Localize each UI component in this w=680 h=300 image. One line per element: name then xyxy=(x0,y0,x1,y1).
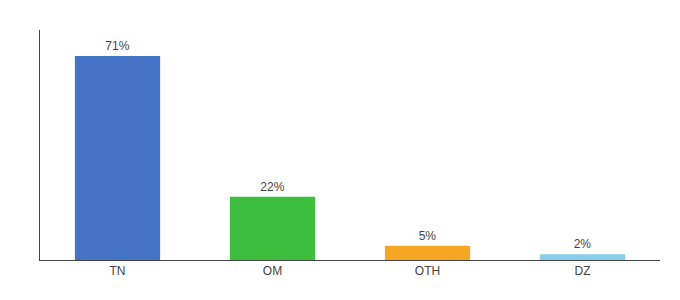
svg-text:2%: 2% xyxy=(574,237,592,251)
svg-text:71%: 71% xyxy=(105,39,129,53)
svg-text:OM: OM xyxy=(263,264,282,278)
svg-text:TN: TN xyxy=(110,264,126,278)
svg-text:OTH: OTH xyxy=(415,264,440,278)
svg-text:22%: 22% xyxy=(260,180,284,194)
svg-text:DZ: DZ xyxy=(575,264,591,278)
svg-text:5%: 5% xyxy=(419,229,437,243)
